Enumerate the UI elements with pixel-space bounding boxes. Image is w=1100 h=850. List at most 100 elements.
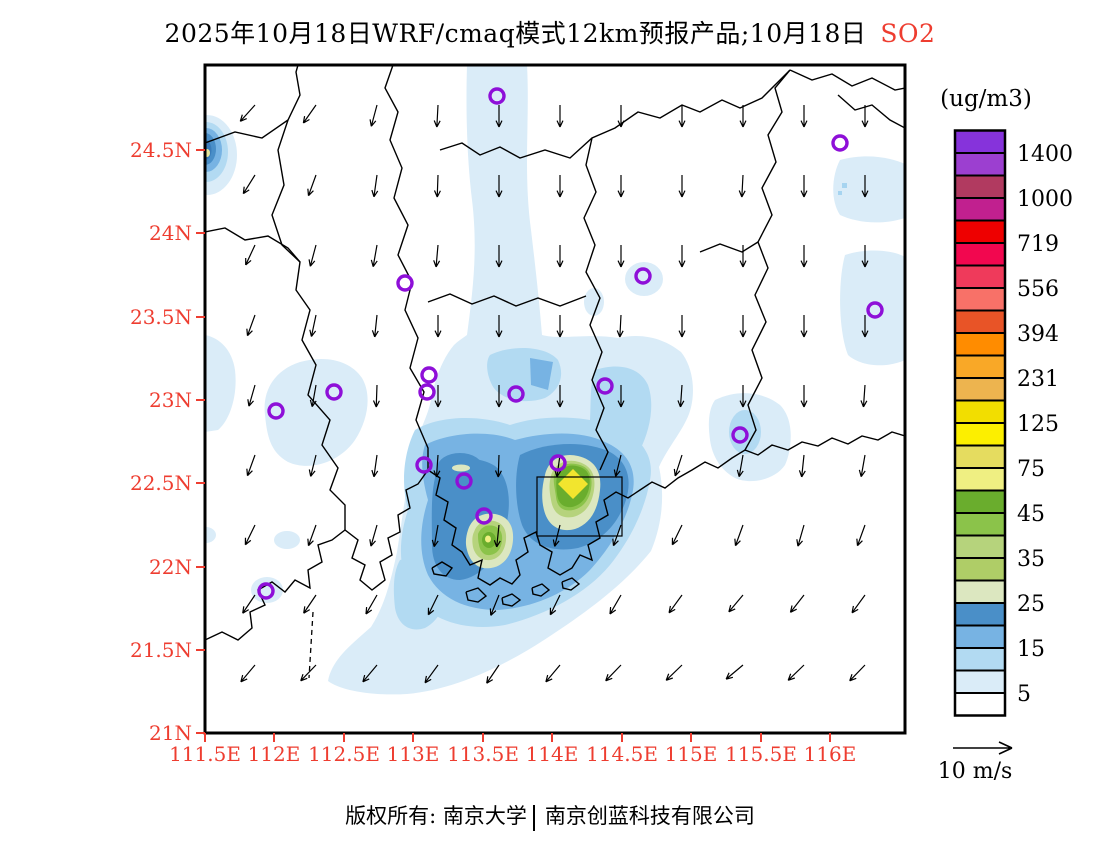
wind-vector-icon — [677, 384, 685, 408]
legend-tick-label: 75 — [1017, 457, 1045, 482]
legend-color-cell — [954, 287, 1006, 312]
province-boundaries — [205, 65, 905, 679]
station-marker — [420, 366, 438, 384]
wind-vector-icon — [725, 664, 744, 680]
wind-vector-icon — [302, 104, 317, 124]
wind-vector-icon — [678, 245, 686, 268]
wind-vector-icon — [678, 315, 686, 338]
copyright-company: 南京创蓝科技有限公司 — [544, 804, 755, 828]
copyright-footer: 版权所有: 南京大学 南京创蓝科技有限公司 — [0, 800, 1100, 831]
wind-vector-icon — [861, 105, 869, 128]
station-marker — [396, 274, 414, 292]
so2-shading-layer — [205, 65, 905, 695]
wind-vector-icon — [617, 245, 625, 268]
wind-vector-icon — [495, 385, 503, 408]
legend-color-cell — [954, 219, 1006, 244]
legend-tick-label: 125 — [1017, 412, 1059, 437]
wind-vector-icon — [549, 594, 561, 616]
wind-vector-icon — [860, 384, 868, 408]
legend-color-cell — [954, 647, 1006, 672]
legend-color-cell — [954, 669, 1006, 694]
wind-vector-icon — [372, 384, 380, 408]
wind-vector-icon — [849, 664, 866, 682]
wind-vector-icon — [493, 524, 501, 548]
wind-vector-icon — [668, 594, 683, 614]
boundary-line — [384, 65, 429, 470]
wind-vector-icon — [787, 664, 805, 681]
lon-tick-label: 114.5E — [586, 742, 658, 766]
legend-tick-label: 1400 — [1017, 142, 1073, 167]
wind-vector-icon — [433, 454, 441, 478]
footer-divider-bar — [532, 804, 535, 831]
station-marker — [488, 87, 506, 105]
wind-vector-icon — [739, 315, 747, 338]
lon-tick-label: 114E — [526, 742, 579, 766]
legend-unit-label: (ug/m3) — [940, 86, 1032, 112]
boundary-line — [699, 241, 759, 253]
legend-tick-label: 1000 — [1017, 187, 1073, 212]
legend-color-cell — [954, 152, 1006, 177]
legend-color-cell — [954, 422, 1006, 447]
lat-tick-label: 23.5N — [130, 305, 192, 329]
station-markers — [257, 87, 884, 600]
boundary-line — [501, 593, 522, 607]
wind-scale-label: 10 m/s — [938, 759, 1013, 784]
wind-vector-icon — [613, 454, 622, 477]
wind-vector-icon — [489, 594, 500, 616]
wind-vector-icon — [244, 524, 256, 546]
wind-vector-icon — [617, 385, 625, 408]
wind-vector-icon — [307, 174, 317, 197]
station-marker — [507, 385, 525, 403]
legend-color-cell — [954, 264, 1006, 289]
wind-vector-icon — [365, 594, 378, 615]
wind-vector-icon — [612, 524, 622, 547]
wind-vector-icon — [800, 175, 808, 198]
legend-color-cell — [954, 332, 1006, 357]
wind-vector-icon — [796, 524, 805, 547]
color-legend: 1400 1000 719 556 394 231 125 75 45 35 25 15 5 — [953, 129, 1073, 717]
wind-vector-icon — [851, 594, 866, 614]
legend-color-cell — [954, 197, 1006, 222]
boundary-line — [789, 69, 905, 91]
legend-color-cell — [954, 534, 1006, 559]
legend-color-cell — [954, 242, 1006, 267]
wind-vector-icon — [309, 314, 317, 337]
wind-vector-icon — [434, 385, 442, 408]
lat-tick-label: 22.5N — [130, 471, 192, 495]
lat-tick-label: 23N — [149, 388, 192, 412]
wind-vector-icon — [369, 524, 378, 547]
legend-frame — [953, 129, 1007, 717]
legend-color-cell — [954, 399, 1006, 424]
boundary-line — [271, 119, 346, 530]
wind-vector-icon — [371, 454, 379, 478]
boundary-line — [561, 577, 581, 591]
legend-tick-label: 231 — [1017, 367, 1059, 392]
wind-vector-icon — [617, 175, 625, 198]
wind-vector-icon — [369, 104, 378, 127]
wind-vector-icon — [545, 664, 561, 683]
lon-tick-label: 112.5E — [308, 742, 380, 766]
wind-vector-icon — [434, 315, 442, 338]
boundary-line — [837, 94, 905, 129]
lon-tick-label: 115.5E — [725, 742, 797, 766]
wind-vector-icon — [431, 524, 439, 548]
pollutant-label: SO2 — [880, 19, 936, 48]
station-marker — [866, 301, 884, 319]
lat-tick-label: 22N — [149, 555, 192, 579]
legend-color-cell — [954, 624, 1006, 649]
wind-vector-icon — [552, 524, 561, 547]
boundary-line — [465, 587, 488, 603]
latitude-axis: 24.5N 24N 23.5N 23N 22.5N 22N 21.5N 21N — [130, 138, 205, 745]
wind-vector-icon — [556, 175, 564, 198]
domain-box — [536, 476, 623, 537]
station-marker — [634, 267, 652, 285]
boundary-line — [744, 69, 791, 451]
legend-color-cell — [954, 444, 1006, 469]
wind-scale: 10 m/s — [938, 741, 1013, 784]
boundary-line — [439, 69, 791, 159]
wind-vector-icon — [309, 384, 317, 408]
wind-vector-icon — [245, 244, 256, 266]
wind-vector-icon — [371, 174, 379, 198]
wind-vector-icon — [858, 454, 866, 478]
